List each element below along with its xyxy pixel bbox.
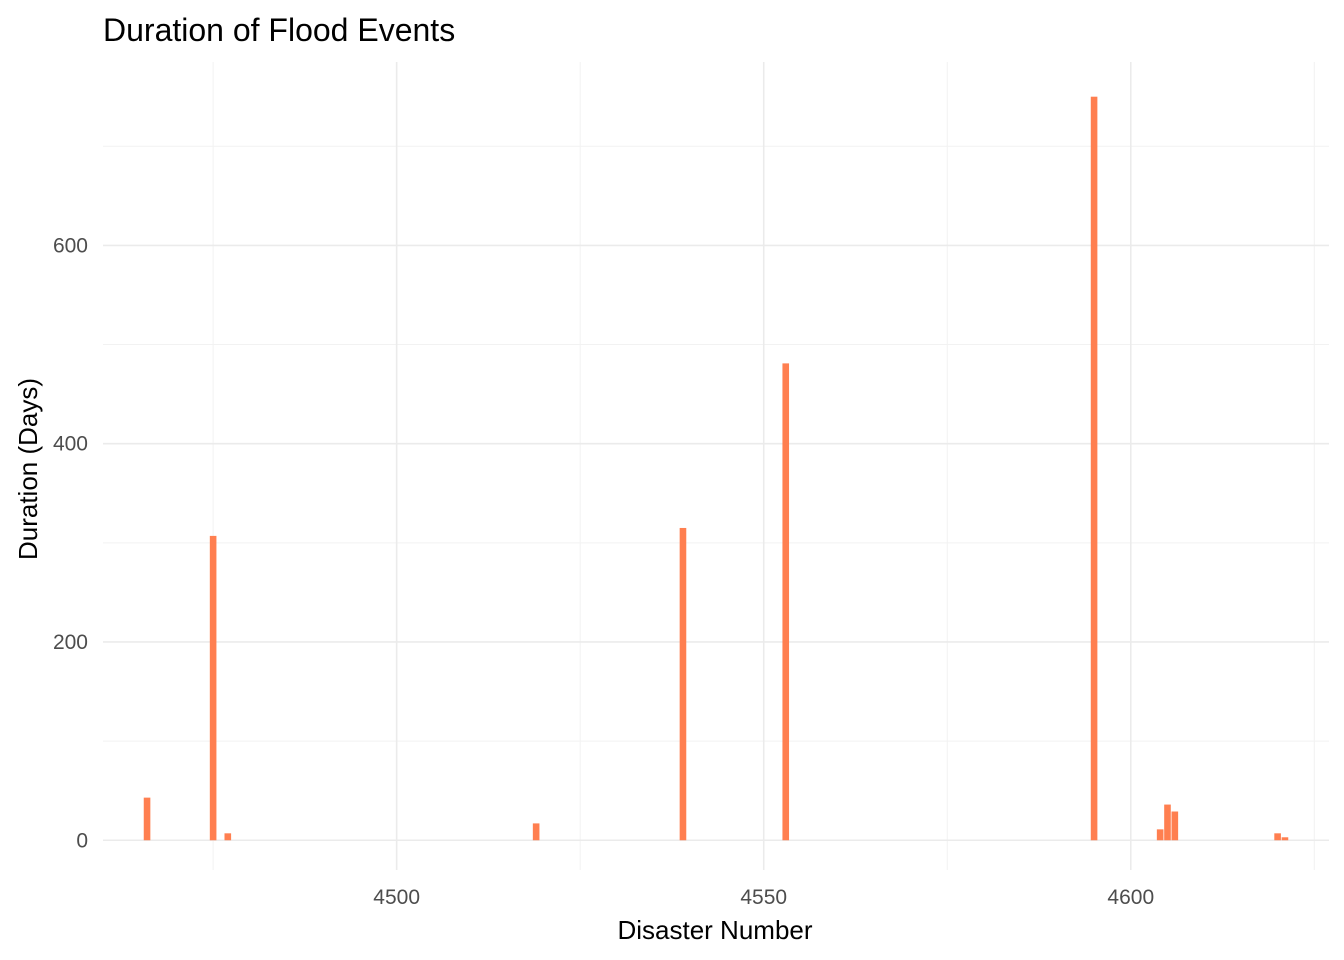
x-tick-label: 4500: [373, 886, 420, 909]
x-tick-label: 4600: [1107, 886, 1154, 909]
y-tick-label: 0: [76, 829, 88, 852]
bar: [532, 823, 540, 841]
bar: [1164, 804, 1171, 841]
bar: [1090, 96, 1098, 841]
bar: [1156, 829, 1164, 841]
bar: [143, 797, 151, 841]
x-axis-label: Disaster Number: [617, 915, 812, 945]
bar: [679, 527, 687, 841]
tick-labels-layer: 0 200 400 600 4500 4550 4600: [53, 234, 1154, 909]
bar: [1171, 811, 1179, 841]
y-tick-label: 600: [53, 234, 88, 257]
x-tick-label: 4550: [740, 886, 787, 909]
bar: [1274, 833, 1281, 841]
y-axis-label: Duration (Days): [13, 378, 43, 560]
bar: [1281, 837, 1289, 841]
chart-title: Duration of Flood Events: [103, 12, 455, 48]
bar: [224, 833, 232, 841]
bar: [782, 363, 790, 841]
bars-layer: [143, 96, 1289, 841]
bar: [209, 535, 217, 841]
y-tick-label: 400: [53, 433, 88, 456]
grid-layer: [103, 62, 1329, 870]
y-tick-label: 200: [53, 631, 88, 654]
